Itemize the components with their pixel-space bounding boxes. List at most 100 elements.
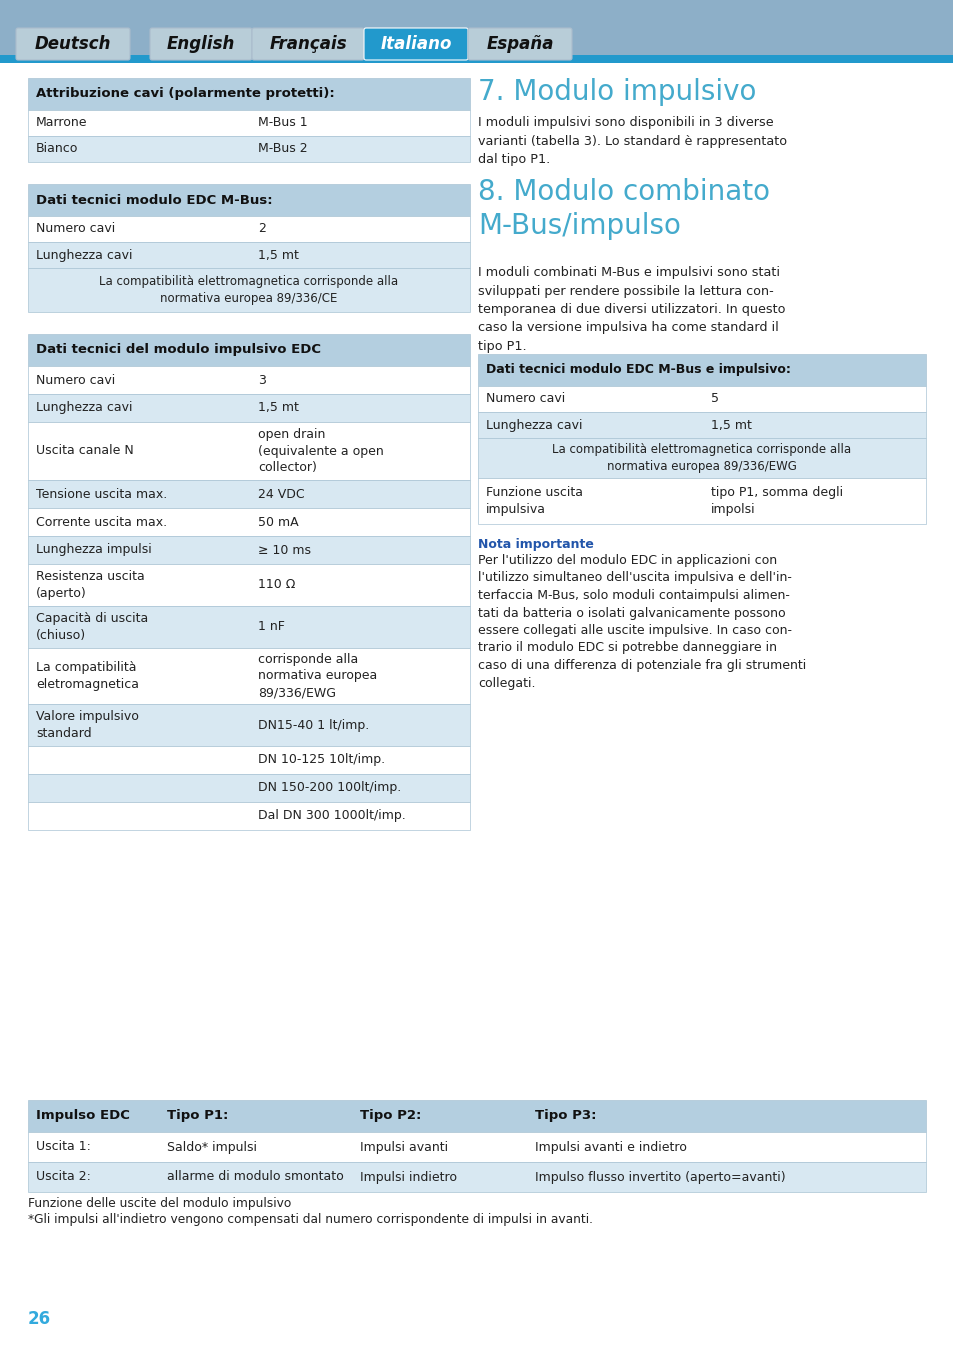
Text: Lunghezza impulsi: Lunghezza impulsi	[36, 543, 152, 556]
Text: Lunghezza cavi: Lunghezza cavi	[485, 418, 582, 432]
Text: Dati tecnici modulo EDC M-Bus e impulsivo:: Dati tecnici modulo EDC M-Bus e impulsiv…	[485, 363, 790, 376]
Text: Tensione uscita max.: Tensione uscita max.	[36, 487, 167, 501]
Bar	[28, 704, 470, 746]
Text: 7. Modulo impulsivo: 7. Modulo impulsivo	[477, 79, 756, 106]
Text: *Gli impulsi all'indietro vengono compensati dal numero corrispondente di impuls: *Gli impulsi all'indietro vengono compen…	[28, 1213, 593, 1225]
Text: Impulso EDC: Impulso EDC	[36, 1109, 130, 1122]
Bar	[28, 1099, 925, 1132]
Text: Italiano: Italiano	[380, 35, 451, 53]
Text: La compatibilità elettromagnetica corrisponde alla
normativa europea 89/336/EWG: La compatibilità elettromagnetica corris…	[552, 443, 851, 473]
Bar	[28, 536, 470, 565]
Bar	[28, 217, 470, 242]
Text: allarme di modulo smontato: allarme di modulo smontato	[167, 1170, 343, 1183]
Text: Lunghezza cavi: Lunghezza cavi	[36, 249, 132, 261]
Text: Funzione uscita
impulsiva: Funzione uscita impulsiva	[485, 486, 582, 516]
Text: DN15-40 1 lt/imp.: DN15-40 1 lt/imp.	[257, 719, 369, 731]
Text: I moduli impulsivi sono disponibili in 3 diverse
varianti (tabella 3). Lo standa: I moduli impulsivi sono disponibili in 3…	[477, 116, 786, 167]
Bar	[28, 184, 470, 217]
Text: Deutsch: Deutsch	[34, 35, 112, 53]
Text: Uscita canale N: Uscita canale N	[36, 444, 133, 458]
Bar	[477, 353, 925, 386]
Bar	[28, 802, 470, 830]
Text: Impulsi indietro: Impulsi indietro	[359, 1170, 456, 1183]
Bar	[28, 135, 470, 162]
Bar	[28, 746, 470, 774]
Bar	[28, 774, 470, 802]
Bar	[28, 649, 470, 704]
FancyBboxPatch shape	[252, 28, 364, 60]
Text: Funzione delle uscite del modulo impulsivo: Funzione delle uscite del modulo impulsi…	[28, 1197, 291, 1210]
Text: 5: 5	[710, 393, 719, 405]
Text: corrisponde alla
normativa europea
89/336/EWG: corrisponde alla normativa europea 89/33…	[257, 653, 376, 699]
Bar	[28, 79, 470, 110]
Text: 8. Modulo combinato
M-Bus/impulso: 8. Modulo combinato M-Bus/impulso	[477, 177, 769, 240]
Text: tipo P1, somma degli
impolsi: tipo P1, somma degli impolsi	[710, 486, 842, 516]
Text: 50 mA: 50 mA	[257, 516, 298, 528]
Bar	[477, 437, 925, 478]
Bar	[477, 386, 925, 412]
Text: open drain
(equivalente a open
collector): open drain (equivalente a open collector…	[257, 428, 383, 474]
Text: 24 VDC: 24 VDC	[257, 487, 304, 501]
Text: Impulso flusso invertito (aperto=avanti): Impulso flusso invertito (aperto=avanti)	[535, 1170, 785, 1183]
Bar	[28, 1132, 925, 1162]
Text: Saldo* impulsi: Saldo* impulsi	[167, 1140, 256, 1154]
Text: DN 150-200 100lt/imp.: DN 150-200 100lt/imp.	[257, 781, 400, 795]
FancyBboxPatch shape	[364, 28, 468, 60]
Bar	[28, 394, 470, 422]
Bar	[0, 0, 953, 58]
Bar	[28, 508, 470, 536]
Bar	[477, 478, 925, 524]
Text: 3: 3	[257, 374, 266, 386]
Bar	[28, 481, 470, 508]
Text: Per l'utilizzo del modulo EDC in applicazioni con
l'utilizzo simultaneo dell'usc: Per l'utilizzo del modulo EDC in applica…	[477, 554, 805, 689]
Text: I moduli combinati M-Bus e impulsivi sono stati
sviluppati per rendere possibile: I moduli combinati M-Bus e impulsivi son…	[477, 265, 784, 353]
Text: M-Bus 2: M-Bus 2	[257, 142, 307, 156]
Bar	[28, 1162, 925, 1192]
Text: Attribuzione cavi (polarmente protetti):: Attribuzione cavi (polarmente protetti):	[36, 88, 335, 100]
Text: Numero cavi: Numero cavi	[36, 222, 115, 236]
FancyBboxPatch shape	[468, 28, 572, 60]
Text: Corrente uscita max.: Corrente uscita max.	[36, 516, 167, 528]
Text: Numero cavi: Numero cavi	[485, 393, 565, 405]
Text: Dati tecnici del modulo impulsivo EDC: Dati tecnici del modulo impulsivo EDC	[36, 344, 320, 356]
Text: Dal DN 300 1000lt/imp.: Dal DN 300 1000lt/imp.	[257, 810, 405, 822]
Text: Dati tecnici modulo EDC M-Bus:: Dati tecnici modulo EDC M-Bus:	[36, 194, 273, 207]
Text: 1,5 mt: 1,5 mt	[710, 418, 751, 432]
Text: 2: 2	[257, 222, 266, 236]
Text: Uscita 1:: Uscita 1:	[36, 1140, 91, 1154]
FancyBboxPatch shape	[150, 28, 252, 60]
Bar	[28, 565, 470, 607]
Bar	[28, 268, 470, 311]
Text: Capacità di uscita
(chiuso): Capacità di uscita (chiuso)	[36, 612, 148, 642]
Text: Resistenza uscita
(aperto): Resistenza uscita (aperto)	[36, 570, 145, 600]
Text: 26: 26	[28, 1311, 51, 1328]
Text: M-Bus 1: M-Bus 1	[257, 116, 307, 130]
Text: Uscita 2:: Uscita 2:	[36, 1170, 91, 1183]
Text: 1,5 mt: 1,5 mt	[257, 402, 298, 414]
Text: Nota importante: Nota importante	[477, 538, 594, 551]
Text: Lunghezza cavi: Lunghezza cavi	[36, 402, 132, 414]
Text: 1 nF: 1 nF	[257, 620, 284, 634]
Text: English: English	[167, 35, 235, 53]
Text: La compatibilità
eletromagnetica: La compatibilità eletromagnetica	[36, 661, 139, 691]
Bar	[28, 334, 470, 366]
Text: España: España	[486, 35, 553, 53]
Text: DN 10-125 10lt/imp.: DN 10-125 10lt/imp.	[257, 753, 385, 766]
Text: Impulsi avanti e indietro: Impulsi avanti e indietro	[535, 1140, 686, 1154]
Bar	[28, 422, 470, 481]
Text: Marrone: Marrone	[36, 116, 88, 130]
Bar	[28, 366, 470, 394]
Text: 110 Ω: 110 Ω	[257, 578, 294, 592]
Text: Impulsi avanti: Impulsi avanti	[359, 1140, 448, 1154]
Text: ≥ 10 ms: ≥ 10 ms	[257, 543, 311, 556]
Bar	[28, 607, 470, 649]
FancyBboxPatch shape	[16, 28, 130, 60]
Bar	[0, 56, 953, 64]
Bar	[28, 110, 470, 135]
Text: Tipo P1:: Tipo P1:	[167, 1109, 228, 1122]
Bar	[28, 242, 470, 268]
Text: Numero cavi: Numero cavi	[36, 374, 115, 386]
Text: Valore impulsivo
standard: Valore impulsivo standard	[36, 711, 139, 739]
Text: Tipo P2:: Tipo P2:	[359, 1109, 421, 1122]
Text: Tipo P3:: Tipo P3:	[535, 1109, 596, 1122]
